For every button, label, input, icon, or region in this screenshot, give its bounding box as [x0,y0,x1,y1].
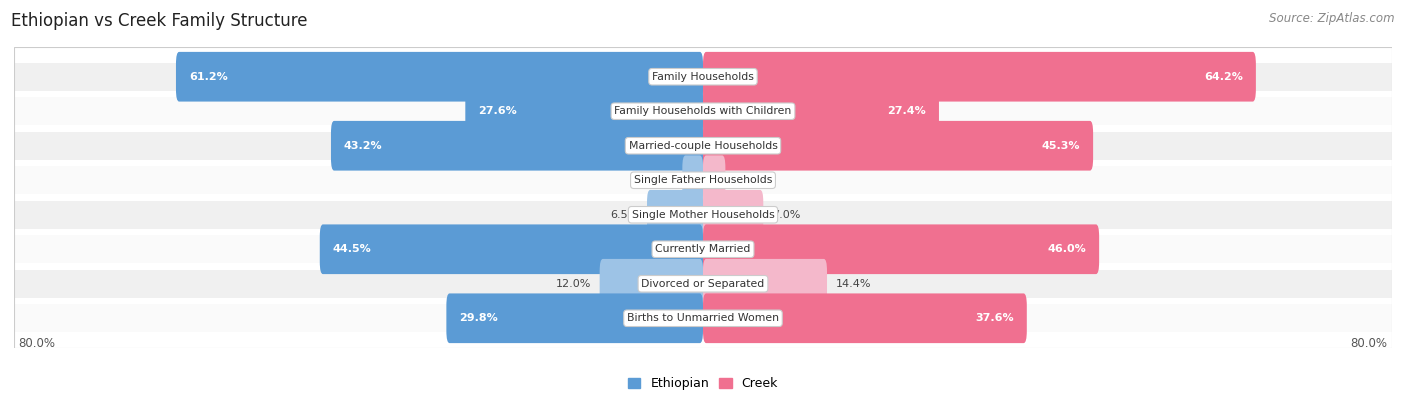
Text: 80.0%: 80.0% [1351,337,1388,350]
Text: 44.5%: 44.5% [333,244,371,254]
FancyBboxPatch shape [703,190,763,240]
FancyBboxPatch shape [703,259,827,308]
FancyBboxPatch shape [703,52,1256,102]
Text: Family Households: Family Households [652,72,754,82]
Text: Family Households with Children: Family Households with Children [614,106,792,116]
FancyBboxPatch shape [703,224,1099,274]
Bar [14,235,1392,263]
Text: Single Father Households: Single Father Households [634,175,772,185]
Text: Divorced or Separated: Divorced or Separated [641,279,765,289]
Bar [14,62,1392,91]
Text: 37.6%: 37.6% [976,313,1014,323]
Text: 61.2%: 61.2% [188,72,228,82]
Text: 45.3%: 45.3% [1042,141,1080,151]
Text: 7.0%: 7.0% [772,210,800,220]
FancyBboxPatch shape [599,259,703,308]
FancyBboxPatch shape [176,52,703,102]
FancyBboxPatch shape [465,87,703,136]
FancyBboxPatch shape [682,155,703,205]
Bar [14,304,1392,333]
Bar [14,201,1392,229]
Text: 27.6%: 27.6% [478,106,517,116]
Text: Source: ZipAtlas.com: Source: ZipAtlas.com [1270,12,1395,25]
Bar [14,132,1392,160]
Text: 6.5%: 6.5% [610,210,638,220]
FancyBboxPatch shape [330,121,703,171]
FancyBboxPatch shape [319,224,703,274]
Bar [14,97,1392,125]
Bar [14,270,1392,298]
Text: 2.4%: 2.4% [645,175,673,185]
FancyBboxPatch shape [703,87,939,136]
Text: 12.0%: 12.0% [555,279,591,289]
Text: 29.8%: 29.8% [460,313,498,323]
Text: 46.0%: 46.0% [1047,244,1087,254]
Text: 27.4%: 27.4% [887,106,927,116]
Legend: Ethiopian, Creek: Ethiopian, Creek [623,372,783,395]
Text: 14.4%: 14.4% [835,279,872,289]
Text: Ethiopian vs Creek Family Structure: Ethiopian vs Creek Family Structure [11,12,308,30]
FancyBboxPatch shape [647,190,703,240]
FancyBboxPatch shape [703,155,725,205]
FancyBboxPatch shape [703,121,1092,171]
Text: Currently Married: Currently Married [655,244,751,254]
FancyBboxPatch shape [703,293,1026,343]
Text: Births to Unmarried Women: Births to Unmarried Women [627,313,779,323]
Text: 80.0%: 80.0% [18,337,55,350]
Text: 43.2%: 43.2% [344,141,382,151]
Bar [14,166,1392,194]
FancyBboxPatch shape [446,293,703,343]
Text: 64.2%: 64.2% [1204,72,1243,82]
Text: Single Mother Households: Single Mother Households [631,210,775,220]
Text: 2.6%: 2.6% [734,175,762,185]
Text: Married-couple Households: Married-couple Households [628,141,778,151]
